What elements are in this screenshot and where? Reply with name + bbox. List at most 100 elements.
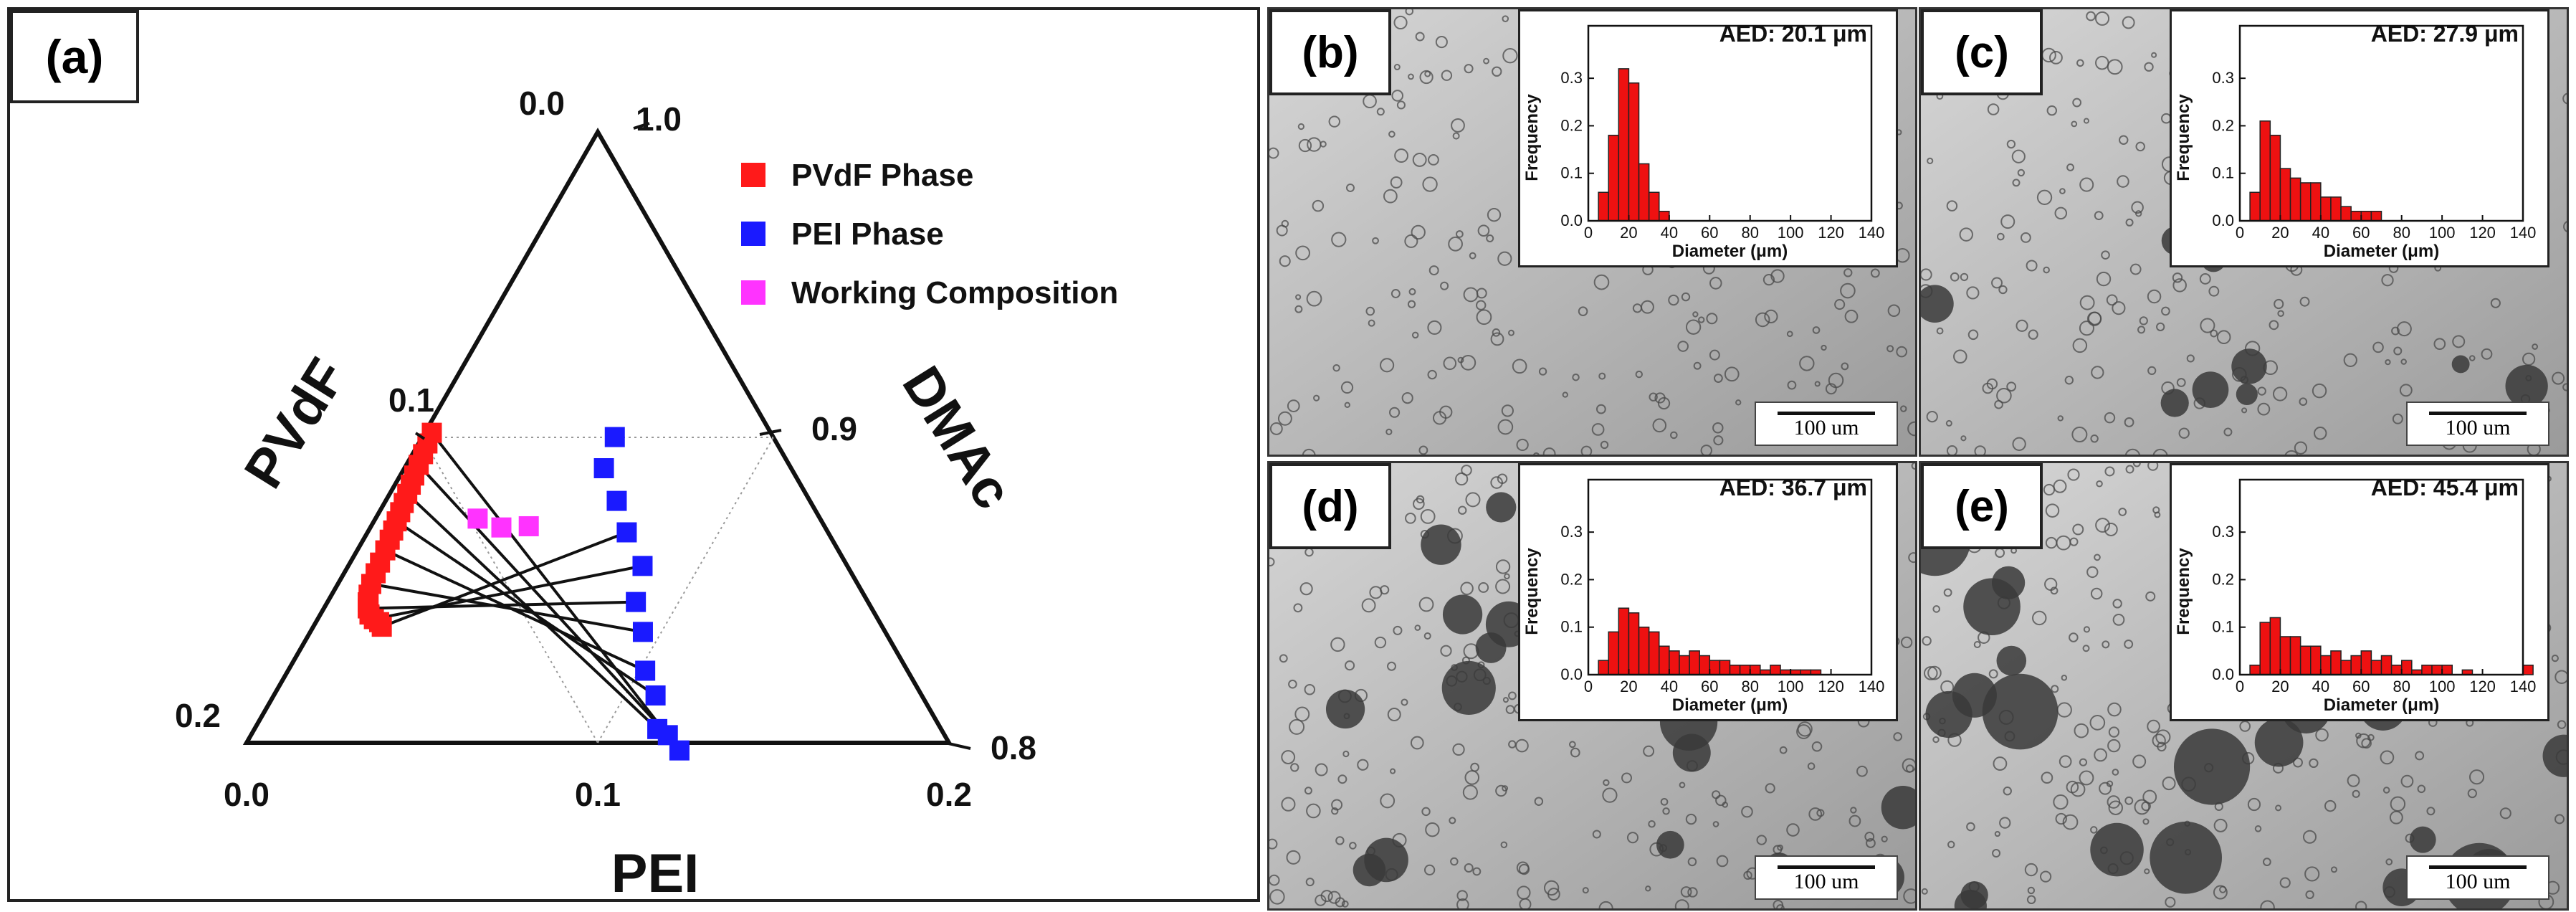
droplet — [2107, 738, 2121, 753]
droplet — [2045, 536, 2058, 549]
droplet — [2272, 386, 2288, 402]
droplet — [2299, 397, 2308, 407]
histogram-inset-b: 0 20 40 60 80 100 120 140 0.0 0.1 0.2 0.3 Diameter (… — [1518, 9, 1898, 267]
droplet — [1331, 799, 1343, 811]
pvdf-tick-label: 0.0 — [519, 85, 565, 122]
pvdf-phase-point — [371, 617, 392, 637]
droplet — [1713, 374, 1723, 383]
droplet — [1390, 289, 1401, 298]
droplet — [1418, 597, 1434, 612]
droplet-large — [2150, 821, 2223, 894]
x-tick-label: 0 — [1584, 678, 1593, 695]
droplet — [2012, 437, 2026, 451]
droplet — [1543, 880, 1560, 896]
droplet — [1681, 292, 1691, 302]
droplet — [1715, 794, 1727, 807]
droplet — [1458, 505, 1467, 515]
legend-label: PEI Phase — [791, 217, 944, 252]
droplet — [1421, 807, 1431, 817]
droplet — [2122, 16, 2135, 29]
droplet — [1410, 909, 1416, 911]
droplet — [1281, 750, 1296, 764]
droplet-large — [2090, 822, 2144, 877]
droplet-large — [2254, 718, 2304, 767]
droplet — [2532, 343, 2539, 350]
droplet — [1337, 774, 1347, 784]
droplet — [2094, 211, 2104, 221]
droplet — [1825, 383, 1837, 395]
histogram-bar — [1729, 664, 1741, 675]
droplet — [2172, 272, 2183, 283]
histogram-bar — [2441, 664, 2453, 675]
scale-bar-c: 100 um — [2406, 402, 2549, 446]
droplet — [1626, 832, 1639, 844]
droplet — [2367, 733, 2375, 741]
histogram-bar — [2269, 134, 2281, 222]
histogram-bar — [2421, 664, 2433, 675]
y-tick-label: 0.0 — [1560, 665, 1583, 683]
histogram-bar — [2259, 120, 2271, 222]
droplet — [1269, 422, 1283, 435]
droplet — [1411, 331, 1419, 339]
x-tick-label: 20 — [2271, 224, 2289, 242]
droplet — [1796, 724, 1811, 739]
droplet — [2213, 885, 2228, 900]
droplet — [2026, 895, 2036, 905]
droplet — [2172, 278, 2187, 293]
x-tick-label: 120 — [2469, 678, 2496, 695]
droplet — [1685, 813, 1697, 825]
droplet — [1405, 513, 1416, 524]
droplet — [1572, 373, 1580, 381]
droplet — [2305, 890, 2314, 900]
histogram-bar — [2279, 636, 2291, 675]
droplet — [1692, 311, 1699, 318]
droplet — [1404, 234, 1418, 248]
droplet — [2088, 311, 2102, 326]
droplet — [2135, 141, 2145, 152]
histogram-b: 0 20 40 60 80 100 120 140 0.0 0.1 0.2 0.3 Diameter (… — [1522, 21, 1884, 261]
droplet — [2144, 868, 2150, 875]
x-tick-label: 80 — [1741, 678, 1758, 695]
droplet — [2389, 810, 2403, 825]
droplet — [1472, 867, 1482, 876]
droplet — [2343, 353, 2357, 367]
dmac-tick-label: 1.0 — [636, 100, 682, 138]
droplet — [1306, 290, 1322, 307]
droplet — [1856, 765, 1868, 777]
droplet — [1698, 316, 1705, 323]
y-axis-label: Frequency — [1522, 94, 1542, 181]
pei-phase-point — [669, 740, 690, 761]
droplet — [1393, 63, 1401, 71]
histogram-bar — [1608, 631, 1620, 675]
droplet — [1799, 356, 1815, 371]
droplet — [1908, 552, 1915, 564]
histogram-bar — [1608, 134, 1620, 222]
droplet — [1497, 419, 1514, 435]
droplet — [2096, 480, 2103, 488]
droplet — [1959, 227, 1973, 242]
droplet — [2391, 326, 2400, 336]
droplet — [2112, 599, 2122, 609]
dmac-axis-title: DMAc — [891, 356, 1024, 520]
droplet — [1850, 807, 1857, 814]
x-tick-label: 0 — [2236, 224, 2244, 242]
droplet — [2382, 787, 2390, 794]
droplet — [1294, 305, 1303, 313]
histogram-bar — [2370, 660, 2382, 675]
droplet — [1519, 898, 1532, 908]
droplet — [1450, 857, 1459, 866]
histogram-bar — [1749, 664, 1761, 675]
droplet — [1341, 900, 1349, 908]
droplet — [2392, 413, 2403, 424]
droplet — [2284, 450, 2299, 455]
droplet-large — [2173, 728, 2251, 805]
scale-bar-d: 100 um — [1755, 855, 1898, 900]
droplet — [2061, 675, 2068, 681]
droplet — [1735, 399, 1742, 406]
droplet — [1645, 885, 1651, 892]
droplet — [1900, 636, 1913, 649]
histogram-bar — [2330, 650, 2342, 675]
droplet — [1440, 645, 1452, 657]
droplet — [1279, 654, 1288, 663]
pvdf-axis-title: PVdF — [233, 348, 358, 499]
